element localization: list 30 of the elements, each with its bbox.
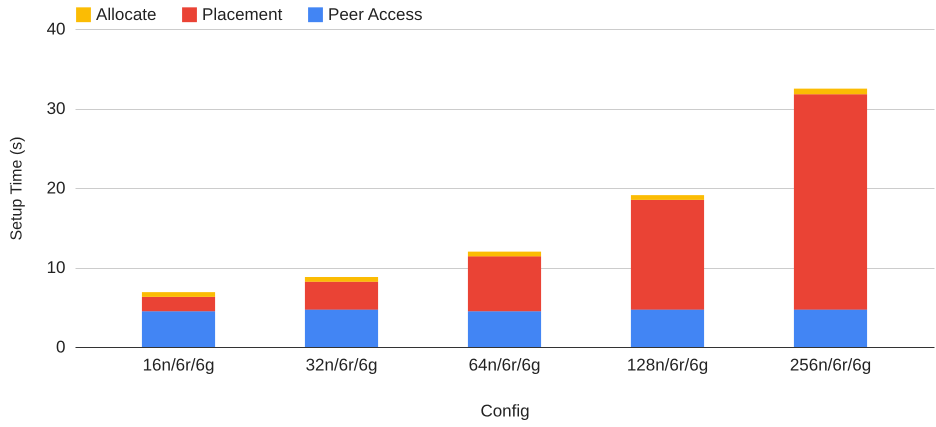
bar	[794, 94, 868, 310]
x-tick-label: 128n/6r/6g	[626, 356, 708, 374]
legend-label: Peer Access	[328, 4, 422, 24]
bar	[304, 282, 378, 310]
x-tick-label: 256n/6r/6g	[790, 356, 872, 374]
bar	[794, 310, 868, 347]
bar	[630, 310, 704, 347]
bar	[468, 256, 542, 312]
legend-label: Placement	[202, 4, 283, 24]
y-axis-title: Setup Time (s)	[8, 136, 26, 241]
y-tick-label: 10	[46, 258, 66, 277]
bar	[468, 252, 542, 256]
y-tick-label: 30	[46, 99, 66, 118]
x-tick-label: 16n/6r/6g	[142, 356, 214, 374]
bar	[468, 311, 542, 347]
bar	[142, 311, 216, 347]
bar	[142, 296, 216, 312]
y-tick-label: 0	[56, 338, 66, 356]
x-tick-label: 64n/6r/6g	[468, 356, 540, 374]
y-tick-label: 40	[46, 20, 66, 38]
bar	[304, 310, 378, 347]
bar	[142, 292, 216, 297]
bar	[794, 88, 868, 94]
legend-label: Allocate	[96, 4, 156, 24]
y-tick-label: 20	[46, 178, 66, 198]
bar	[630, 200, 704, 310]
bar	[630, 195, 704, 200]
bar	[304, 277, 378, 282]
x-tick-label: 32n/6r/6g	[306, 356, 378, 374]
x-axis-title: Config	[480, 402, 530, 420]
